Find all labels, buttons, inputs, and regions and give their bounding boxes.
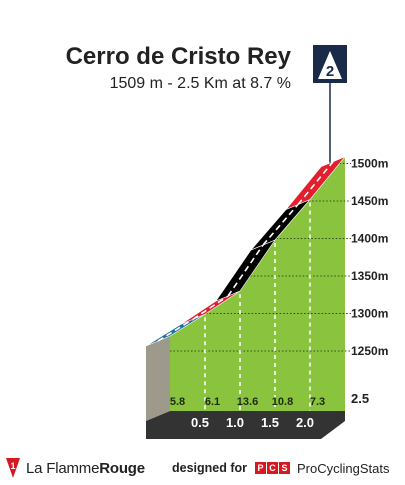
designed-for-label: designed for (172, 461, 248, 475)
climb-subtitle: 1509 m - 2.5 Km at 8.7 % (110, 75, 291, 92)
km-label: 0.5 (191, 415, 209, 430)
gradient-label: 7.3 (310, 396, 325, 408)
km-label: 2.0 (296, 415, 314, 430)
elevation-label: 1450m (351, 194, 388, 208)
profile-area (170, 156, 345, 411)
climb-profile-chart: 5.8 6.1 13.6 10.8 7.3 0.5 1.0 1.5 2.0 2.5 1250m 130… (66, 43, 388, 439)
climb-title: Cerro de Cristo Rey (66, 43, 292, 70)
flame-icon: 1 (6, 458, 20, 478)
pcs-badge: P C S (255, 462, 291, 474)
road-center-line (192, 295, 229, 320)
svg-text:1: 1 (10, 461, 15, 471)
gradient-segment (285, 156, 346, 210)
brand-name-light: La Flamme (26, 459, 100, 477)
gradient-label: 6.1 (205, 396, 220, 408)
km-label: 1.5 (261, 415, 279, 430)
km-label: 1.0 (226, 415, 244, 430)
footer: 1 La FlammeRouge designed for P C S ProC… (0, 455, 405, 481)
pcs-letter: C (267, 462, 279, 474)
pcs-letter: S (279, 462, 291, 474)
gradient-label: 10.8 (272, 396, 293, 408)
elevation-label: 1500m (351, 157, 388, 171)
gradient-label: 13.6 (237, 396, 258, 408)
chart-header: Cerro de Cristo Rey 1509 m - 2.5 Km at 8… (66, 43, 347, 92)
category-badge: 2 (313, 45, 347, 83)
profile-side (146, 336, 170, 421)
elevation-label: 1350m (351, 269, 388, 283)
elevation-label: 1400m (351, 232, 388, 246)
brand-name: La FlammeRouge (26, 460, 145, 477)
pcs-letter: P (255, 462, 267, 474)
category-number: 2 (326, 63, 334, 80)
mountain-icon (318, 51, 342, 79)
pcs-name: ProCyclingStats (297, 460, 390, 476)
credit-line: designed for P C S ProCyclingStats (172, 457, 390, 479)
brand-logo: 1 La FlammeRouge (6, 457, 145, 479)
road-center-line (262, 203, 299, 246)
elevation-label: 1250m (351, 344, 388, 358)
brand-name-bold: Rouge (99, 459, 145, 477)
elevation-label: 1300m (351, 307, 388, 321)
road-center-line (157, 318, 194, 342)
distance-base (146, 411, 345, 439)
road-center-line (227, 244, 264, 297)
chart-layer: 5.8 6.1 13.6 10.8 7.3 0.5 1.0 1.5 2.0 2.5 1250m 130… (145, 83, 388, 439)
total-distance-label: 2.5 (351, 391, 369, 406)
gradient-label: 5.8 (170, 396, 185, 408)
